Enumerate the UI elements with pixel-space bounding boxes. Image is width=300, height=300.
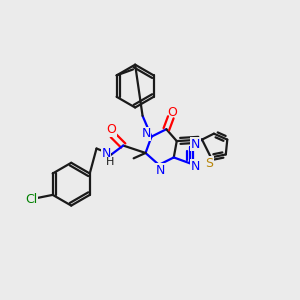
Text: H: H [106, 158, 114, 167]
Text: O: O [167, 106, 177, 119]
Text: O: O [106, 123, 116, 136]
Text: N: N [101, 147, 111, 161]
Text: Cl: Cl [25, 193, 38, 206]
Text: N: N [191, 160, 200, 173]
Text: N: N [191, 138, 200, 151]
Text: N: N [141, 127, 151, 140]
Text: S: S [206, 157, 213, 170]
Text: N: N [156, 164, 165, 177]
